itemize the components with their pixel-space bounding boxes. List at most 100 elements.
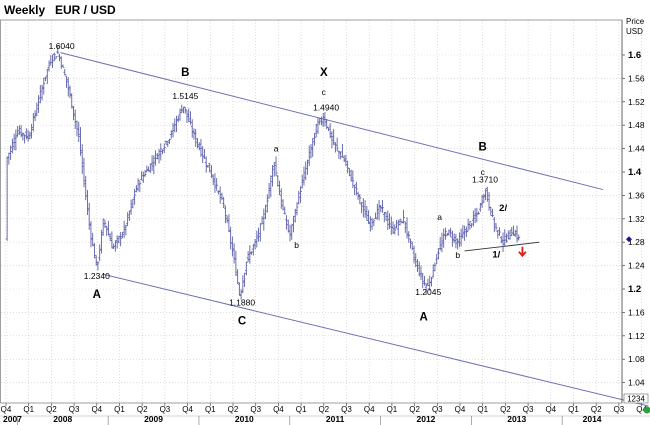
- weekly-bar-122: [218, 186, 222, 204]
- weekly-bar-153: [272, 162, 276, 177]
- weekly-bar-192: [340, 144, 344, 158]
- weekly-bar-41: [77, 121, 81, 143]
- weekly-bar-97: [175, 115, 178, 133]
- weekly-bar-271: [478, 202, 482, 212]
- weekly-bar-19: [38, 85, 42, 104]
- weekly-bar-133: [237, 282, 241, 296]
- weekly-bar-77: [140, 171, 143, 181]
- weekly-bar-194: [344, 154, 348, 167]
- weekly-bar-50: [93, 243, 96, 259]
- annotation-price-6: 1.3710: [472, 175, 498, 185]
- weekly-bar-44: [82, 157, 86, 188]
- weekly-bar-23: [45, 68, 49, 85]
- weekly-bar-81: [147, 166, 150, 172]
- weekly-bar-166: [295, 202, 299, 216]
- weekly-bar-13: [28, 131, 32, 140]
- status-dot-icon: [643, 406, 650, 414]
- weekly-bar-187: [332, 129, 336, 146]
- weekly-bar-152: [271, 165, 274, 187]
- annotation-wave-12: B: [479, 141, 487, 153]
- weekly-bar-287: [506, 230, 510, 240]
- weekly-bar-87: [157, 148, 161, 164]
- weekly-bar-202: [358, 194, 362, 205]
- quarter-label-8: Q4: [182, 405, 193, 414]
- quarter-label-16: Q4: [364, 405, 375, 414]
- weekly-bar-222: [393, 224, 397, 235]
- weekly-bar-76: [138, 180, 142, 193]
- weekly-bar-40: [75, 120, 79, 137]
- weekly-bar-277: [489, 206, 493, 216]
- axes-layer: 1.6 1.56 1.52 1.48 1.44 1.4 1.36 1.32 1.28 1.24 1.…: [0, 19, 650, 425]
- weekly-bar-221: [391, 221, 395, 234]
- weekly-bar-173: [307, 145, 311, 167]
- weekly-bar-111: [199, 139, 203, 157]
- weekly-bar-189: [335, 137, 339, 151]
- weekly-bar-67: [122, 220, 126, 239]
- weekly-bar-278: [491, 208, 494, 218]
- quarter-label-20: Q4: [455, 405, 466, 414]
- quarter-label-19: Q3: [432, 405, 443, 414]
- weekly-bar-232: [410, 241, 414, 251]
- weekly-bar-164: [292, 215, 295, 233]
- y-tick-label-11: 1.16: [628, 307, 645, 317]
- weekly-bar-162: [288, 224, 292, 242]
- quarter-label-14: Q2: [318, 405, 329, 414]
- weekly-bar-8: [19, 125, 23, 138]
- weekly-bar-60: [110, 231, 114, 249]
- annotation-price-3: 1.1880: [229, 297, 255, 307]
- weekly-bar-198: [351, 170, 355, 189]
- weekly-bar-183: [325, 118, 329, 130]
- weekly-bar-119: [213, 173, 217, 193]
- annotation-wave_small-19: 2/: [499, 203, 507, 214]
- quarter-label-25: Q1: [568, 405, 579, 414]
- weekly-bar-139: [248, 245, 252, 264]
- weekly-bar-234: [414, 253, 418, 268]
- quarter-label-13: Q1: [296, 405, 307, 414]
- weekly-bar-255: [451, 230, 454, 247]
- weekly-bar-65: [119, 232, 123, 247]
- quarter-label-23: Q3: [523, 405, 534, 414]
- annotation-price-5: 1.2045: [415, 287, 441, 297]
- weekly-bar-264: [466, 218, 470, 232]
- weekly-bar-265: [468, 221, 472, 230]
- weekly-bar-260: [459, 228, 463, 247]
- weekly-bar-132: [236, 269, 240, 284]
- weekly-bar-160: [285, 215, 288, 230]
- quarter-label-21: Q1: [477, 405, 488, 414]
- weekly-bar-220: [389, 216, 393, 235]
- weekly-bar-218: [386, 210, 390, 231]
- weekly-bar-33: [63, 68, 67, 76]
- weekly-bar-104: [187, 108, 191, 123]
- weekly-bar-106: [190, 119, 194, 138]
- weekly-bar-247: [437, 248, 440, 260]
- weekly-bar-169: [300, 174, 304, 189]
- weekly-bar-239: [423, 275, 426, 286]
- weekly-bar-107: [192, 128, 196, 140]
- weekly-bar-225: [398, 218, 402, 226]
- year-label-2012: 2012: [416, 414, 435, 424]
- weekly-bar-146: [260, 216, 264, 225]
- quarter-label-18: Q2: [409, 405, 420, 414]
- weekly-bar-289: [510, 226, 514, 237]
- weekly-bar-270: [477, 211, 480, 215]
- weekly-bar-250: [442, 228, 446, 248]
- y-tick-label-10: 1.2: [628, 284, 641, 295]
- weekly-bar-16: [33, 110, 37, 122]
- weekly-bar-123: [220, 192, 224, 201]
- quarter-label-15: Q3: [341, 405, 352, 414]
- weekly-bar-150: [267, 182, 271, 199]
- weekly-bar-24: [47, 60, 51, 72]
- weekly-bar-257: [454, 233, 458, 249]
- annotation-wave_small-20: 1/: [492, 249, 500, 260]
- quarter-label-6: Q2: [137, 405, 148, 414]
- weekly-bar-47: [87, 202, 91, 230]
- weekly-bar-269: [475, 207, 479, 223]
- quarter-label-17: Q1: [387, 405, 398, 414]
- weekly-bar-179: [318, 118, 322, 125]
- weekly-bar-83: [150, 155, 154, 172]
- weekly-bar-99: [178, 108, 182, 121]
- weekly-bar-237: [419, 265, 423, 281]
- annotation-price-1: 1.2340: [84, 271, 110, 281]
- weekly-bar-127: [227, 214, 231, 233]
- weekly-bar-213: [377, 200, 381, 221]
